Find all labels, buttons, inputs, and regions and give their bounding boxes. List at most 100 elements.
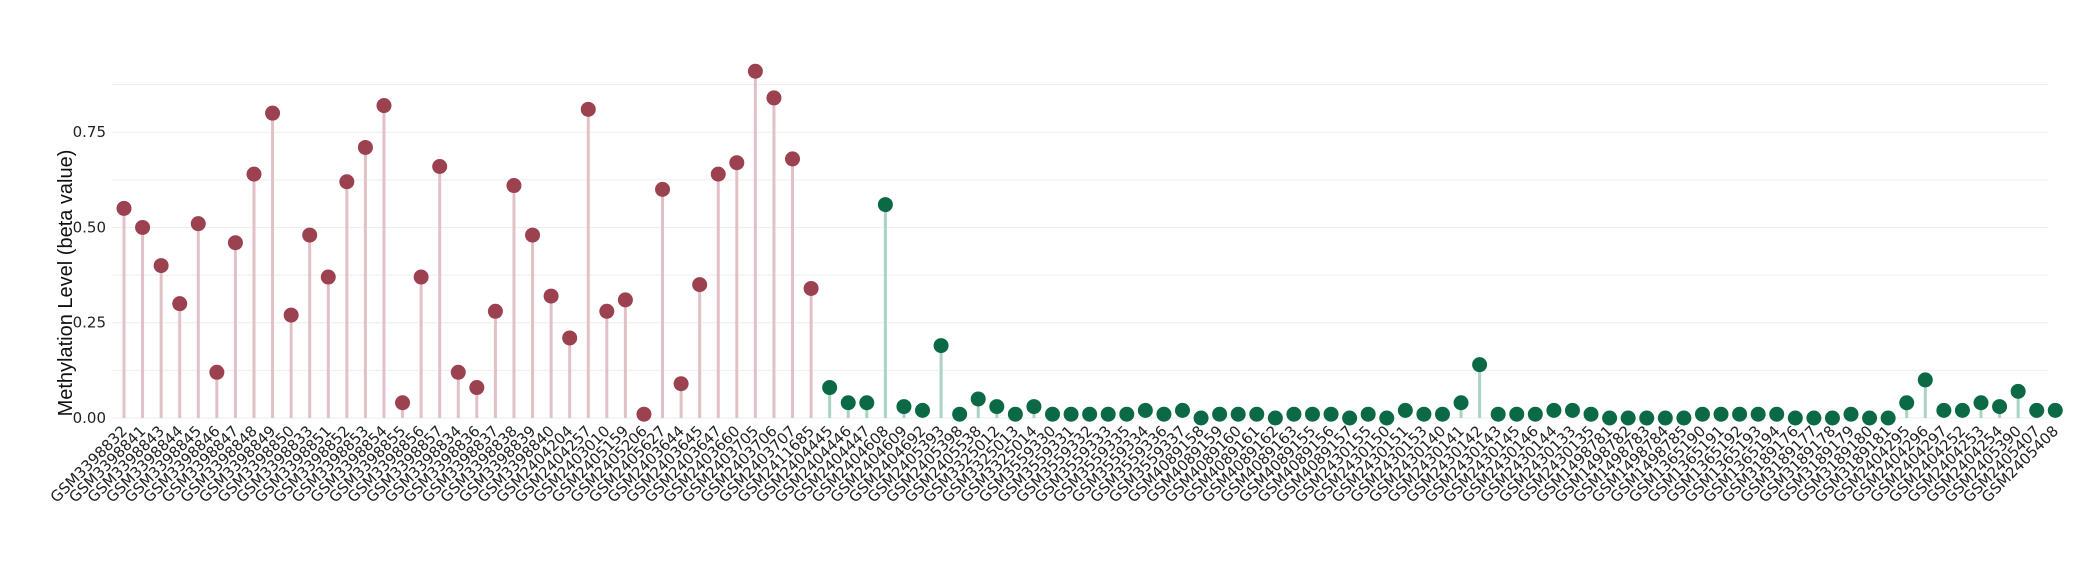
lollipop-point: [1917, 372, 1933, 388]
lollipop-point: [339, 174, 355, 190]
lollipop-point: [283, 307, 299, 323]
lollipop-point: [1304, 406, 1320, 422]
lollipop-point: [209, 364, 225, 380]
lollipop-point: [673, 376, 689, 392]
lollipop-point: [190, 216, 206, 232]
lollipop-point: [1397, 402, 1413, 418]
lollipop-point: [562, 330, 578, 346]
lollipop-point: [543, 288, 559, 304]
lollipop-point: [1750, 406, 1766, 422]
y-axis-title: Methylation Level (beta value): [55, 150, 77, 417]
lollipop-point: [877, 197, 893, 213]
lollipop-point: [1862, 410, 1878, 426]
lollipop-point: [487, 303, 503, 319]
lollipop-point: [1212, 406, 1228, 422]
lollipop-point: [1174, 402, 1190, 418]
lollipop-point: [655, 181, 671, 197]
lollipop-point: [1156, 406, 1172, 422]
lollipop-point: [1992, 399, 2008, 415]
lollipop-point: [1416, 406, 1432, 422]
lollipop-point: [952, 406, 968, 422]
lollipop-point: [1973, 395, 1989, 411]
lollipop-point: [1639, 410, 1655, 426]
lollipop-point: [1787, 410, 1803, 426]
lollipop-point: [1899, 395, 1915, 411]
y-axis-ticks: 0.00 0.25 0.50 0.75: [73, 123, 106, 427]
lollipop-point: [970, 391, 986, 407]
lollipop-point: [506, 178, 522, 194]
lollipop-point: [246, 166, 262, 182]
lollipop-point: [1342, 410, 1358, 426]
lollipop-point: [1472, 357, 1488, 373]
lollipop-point: [859, 395, 875, 411]
lollipop-point: [1769, 406, 1785, 422]
lollipop-point: [1490, 406, 1506, 422]
lollipop-point: [2010, 383, 2026, 399]
y-tick-label: 0.25: [73, 314, 106, 332]
lollipop-point: [599, 303, 615, 319]
lollipop-point: [2029, 402, 2045, 418]
lollipop-point: [1527, 406, 1543, 422]
lollipop-point: [227, 235, 243, 251]
lollipop-point: [692, 277, 708, 293]
lollipop-point: [710, 166, 726, 182]
lollipop-point: [915, 402, 931, 418]
lollipop-point: [376, 98, 392, 114]
lollipop-point: [1676, 410, 1692, 426]
lollipop-point: [580, 101, 596, 117]
stems: [122, 71, 2057, 418]
lollipop-point: [1509, 406, 1525, 422]
lollipop-point: [302, 227, 318, 243]
points: [116, 63, 2063, 426]
lollipop-point: [1063, 406, 1079, 422]
lollipop-point: [432, 159, 448, 175]
lollipop-point: [617, 292, 633, 308]
lollipop-point: [1286, 406, 1302, 422]
lollipop-point: [1323, 406, 1339, 422]
lollipop-point: [1360, 406, 1376, 422]
lollipop-point: [636, 406, 652, 422]
lollipop-point: [1880, 410, 1896, 426]
lollipop-point: [395, 395, 411, 411]
lollipop-point: [1193, 410, 1209, 426]
lollipop-point: [450, 364, 466, 380]
grid-lines: [112, 84, 2048, 419]
lollipop-point: [1694, 406, 1710, 422]
lollipop-point: [896, 399, 912, 415]
lollipop-point: [153, 258, 169, 274]
lollipop-point: [265, 105, 281, 121]
lollipop-point: [1267, 410, 1283, 426]
y-tick-label: 0.00: [73, 409, 106, 427]
lollipop-point: [1620, 410, 1636, 426]
lollipop-point: [1564, 402, 1580, 418]
lollipop-point: [1434, 406, 1450, 422]
lollipop-point: [1026, 399, 1042, 415]
lollipop-point: [1732, 406, 1748, 422]
y-tick-label: 0.75: [73, 123, 106, 141]
lollipop-point: [172, 296, 188, 312]
lollipop-point: [1137, 402, 1153, 418]
lollipop-point: [1546, 402, 1562, 418]
lollipop-point: [525, 227, 541, 243]
lollipop-point: [1453, 395, 1469, 411]
lollipop-point: [1843, 406, 1859, 422]
lollipop-point: [357, 139, 373, 155]
lollipop-point: [729, 155, 745, 171]
lollipop-point: [469, 380, 485, 396]
lollipop-point: [822, 380, 838, 396]
lollipop-point: [320, 269, 336, 285]
lollipop-point: [803, 280, 819, 296]
lollipop-point: [766, 90, 782, 106]
lollipop-point: [1583, 406, 1599, 422]
lollipop-point: [1954, 402, 1970, 418]
lollipop-point: [116, 200, 132, 216]
lollipop-point: [1824, 410, 1840, 426]
lollipop-point: [785, 151, 801, 167]
lollipop-point: [1082, 406, 1098, 422]
lollipop-point: [1100, 406, 1116, 422]
lollipop-point: [1657, 410, 1673, 426]
lollipop-point: [747, 63, 763, 79]
lollipop-point: [1230, 406, 1246, 422]
lollipop-point: [1249, 406, 1265, 422]
